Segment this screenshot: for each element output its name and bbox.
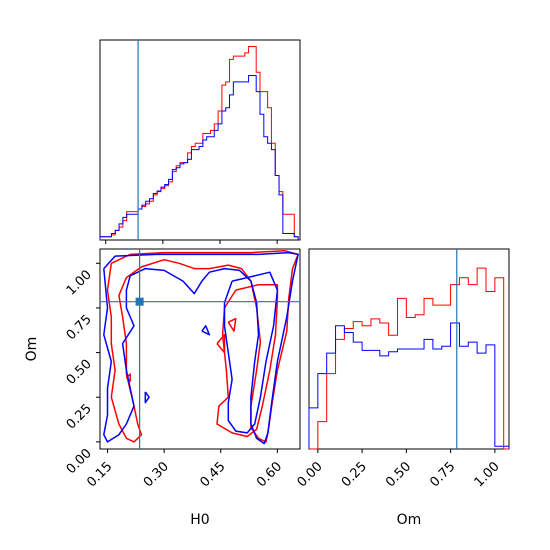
contour-0-2	[216, 333, 226, 354]
om-histogram	[308, 249, 510, 450]
contour-1-0	[103, 251, 299, 445]
y-axis-label-om: Om	[24, 337, 40, 362]
h0-om-contours	[100, 249, 300, 449]
h0-histogram	[99, 40, 299, 240]
contour-0-0	[106, 250, 299, 443]
om-hist-x-tick-label-3: 0.75	[427, 459, 458, 490]
contour-x-tick-label-0: 0.15	[84, 459, 115, 490]
om-hist-x-tick-label-4: 1.00	[472, 459, 503, 490]
contour-0-3	[227, 317, 237, 332]
contour-y-tick-label-4: 1.00	[64, 268, 95, 299]
om-marginal-frame	[308, 248, 510, 450]
contour-1-1	[223, 271, 279, 434]
x-axis-label-om: Om	[397, 512, 422, 528]
h0-marginal-frame	[99, 39, 301, 241]
h0-hist-series-1	[99, 74, 299, 240]
contour-x-tick-label-3: 0.60	[254, 459, 285, 490]
contour-0-1	[216, 283, 279, 438]
om-hist-series-0	[309, 267, 509, 450]
x-axis-label-h0: H0	[190, 512, 209, 528]
contour-x-tick-label-1: 0.30	[141, 459, 172, 490]
contour-1-3	[144, 391, 150, 404]
om-hist-series-1	[308, 322, 510, 449]
om-hist-x-tick-label-0: 0.00	[295, 459, 326, 490]
om-hist-x-tick-label-2: 0.50	[383, 459, 414, 490]
om-hist-x-tick-label-1: 0.25	[339, 459, 370, 490]
contour-y-tick-label-3: 0.75	[64, 312, 95, 343]
truth-marker	[135, 297, 144, 306]
contour-panel-frame	[99, 248, 301, 450]
contour-x-tick-label-2: 0.45	[198, 459, 229, 490]
contour-y-tick-label-1: 0.25	[64, 401, 95, 432]
contour-1-2	[201, 325, 211, 336]
h0-hist-series-0	[99, 45, 299, 240]
contour-lines	[103, 250, 299, 445]
contour-y-tick-label-2: 0.50	[64, 357, 95, 388]
